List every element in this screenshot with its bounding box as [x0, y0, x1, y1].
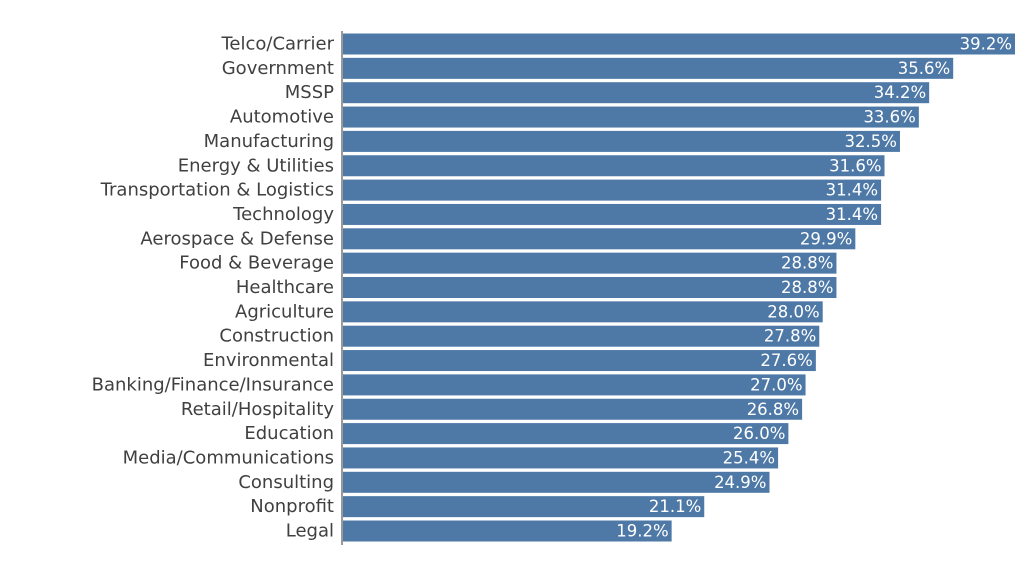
- category-label: Telco/Carrier: [220, 34, 334, 55]
- bar: [342, 350, 816, 372]
- value-labels: 39.2% 35.6% 34.2% 33.6% 32.5% 31.6% 31.4% 31.4%…: [616, 35, 1012, 541]
- category-label: MSSP: [285, 82, 334, 103]
- category-label: Agriculture: [235, 301, 334, 322]
- category-label: Transportation & Logistics: [100, 180, 334, 201]
- value-label: 28.0%: [767, 302, 819, 321]
- bar: [342, 496, 705, 518]
- value-label: 21.1%: [649, 497, 701, 516]
- bar: [342, 57, 954, 79]
- bar: [342, 106, 919, 128]
- value-label: 28.8%: [781, 278, 833, 297]
- category-label: Energy & Utilities: [178, 155, 334, 176]
- bar: [342, 155, 885, 177]
- bar: [342, 228, 856, 250]
- bar: [342, 325, 820, 347]
- value-label: 25.4%: [723, 448, 775, 467]
- category-label: Consulting: [238, 472, 334, 493]
- value-label: 26.8%: [747, 400, 799, 419]
- category-label: Media/Communications: [123, 447, 334, 468]
- bars-group: [342, 33, 1015, 542]
- bar: [342, 520, 672, 542]
- value-label: 35.6%: [898, 59, 950, 78]
- value-label: 24.9%: [714, 473, 766, 492]
- category-label: Healthcare: [236, 277, 334, 298]
- category-label: Nonprofit: [250, 496, 334, 517]
- bar: [342, 130, 900, 152]
- category-label: Automotive: [230, 107, 334, 128]
- category-label: Technology: [232, 204, 334, 225]
- value-label: 39.2%: [960, 35, 1012, 54]
- category-label: Education: [244, 423, 334, 444]
- bar: [342, 301, 823, 323]
- value-label: 31.4%: [826, 205, 878, 224]
- bar: [342, 33, 1015, 55]
- bar: [342, 203, 882, 225]
- category-label: Government: [222, 58, 334, 79]
- category-label: Construction: [219, 326, 334, 347]
- value-label: 27.6%: [760, 351, 812, 370]
- value-label: 29.9%: [800, 229, 852, 248]
- category-label: Aerospace & Defense: [140, 228, 334, 249]
- bar: [342, 82, 930, 104]
- bar: [342, 374, 806, 396]
- bar: [342, 423, 789, 445]
- bar: [342, 179, 882, 201]
- value-label: 34.2%: [874, 83, 926, 102]
- value-label: 26.0%: [733, 424, 785, 443]
- category-labels: Telco/Carrier Government MSSP Automotive Man…: [92, 34, 335, 542]
- value-label: 28.8%: [781, 254, 833, 273]
- category-label: Legal: [286, 521, 334, 542]
- category-label: Banking/Finance/Insurance: [92, 374, 334, 395]
- category-label: Retail/Hospitality: [181, 399, 334, 420]
- bar: [342, 447, 779, 469]
- bar: [342, 398, 803, 420]
- category-label: Manufacturing: [204, 131, 334, 152]
- category-label: Environmental: [203, 350, 334, 371]
- value-label: 33.6%: [863, 108, 915, 127]
- bar: [342, 471, 770, 493]
- value-label: 27.8%: [764, 327, 816, 346]
- value-label: 19.2%: [616, 522, 668, 541]
- value-label: 27.0%: [750, 375, 802, 394]
- value-label: 32.5%: [845, 132, 897, 151]
- value-label: 31.4%: [826, 181, 878, 200]
- bar: [342, 252, 837, 274]
- value-label: 31.6%: [829, 156, 881, 175]
- bar: [342, 277, 837, 298]
- category-label: Food & Beverage: [179, 253, 334, 274]
